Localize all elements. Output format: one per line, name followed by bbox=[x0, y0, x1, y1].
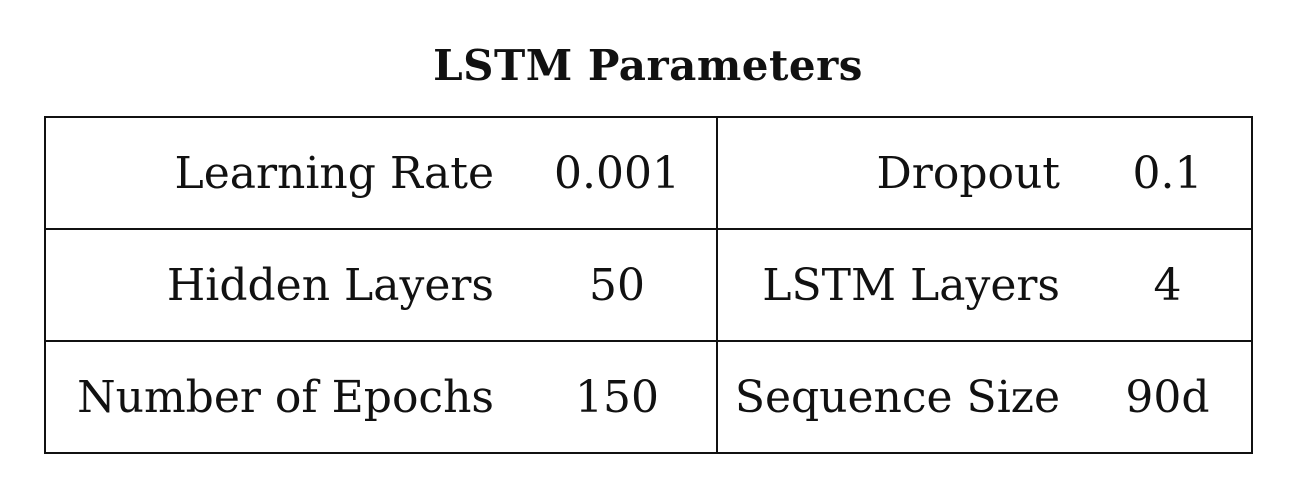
param-label: Dropout bbox=[717, 116, 1084, 230]
param-value: 0.001 bbox=[518, 116, 718, 230]
param-value: 150 bbox=[518, 340, 718, 454]
param-value: 0.1 bbox=[1084, 116, 1253, 230]
table-row: Learning Rate 0.001 Dropout 0.1 bbox=[44, 116, 1253, 230]
param-label: Sequence Size bbox=[717, 340, 1084, 454]
param-label: Learning Rate bbox=[44, 116, 518, 230]
param-value: 90d bbox=[1084, 340, 1253, 454]
parameters-table: Learning Rate 0.001 Dropout 0.1 Hidden L… bbox=[44, 116, 1253, 454]
table-row: Number of Epochs 150 Sequence Size 90d bbox=[44, 340, 1253, 454]
param-label: Number of Epochs bbox=[44, 340, 518, 454]
param-label: LSTM Layers bbox=[717, 228, 1084, 342]
param-value: 50 bbox=[518, 228, 718, 342]
param-label: Hidden Layers bbox=[44, 228, 518, 342]
table-title: LSTM Parameters bbox=[433, 41, 863, 90]
table-row: Hidden Layers 50 LSTM Layers 4 bbox=[44, 228, 1253, 342]
param-value: 4 bbox=[1084, 228, 1253, 342]
